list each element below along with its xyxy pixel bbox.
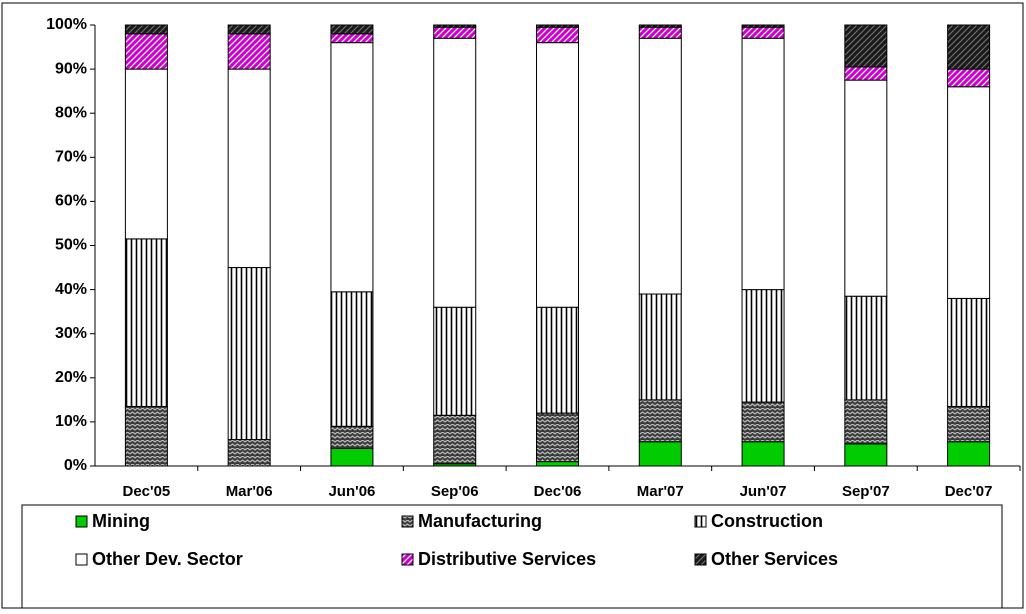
legend-label: Mining — [92, 511, 150, 531]
bar-segment — [638, 37, 682, 295]
y-tick-label: 80% — [55, 104, 87, 121]
bar-segment — [741, 26, 785, 39]
bar-segment — [844, 79, 888, 297]
bar-segment — [638, 441, 682, 467]
bar-segment — [536, 26, 579, 44]
bar-segment — [433, 24, 477, 28]
bar-segment — [330, 24, 374, 35]
bar-segment — [947, 68, 991, 88]
x-tick-label: Jun'07 — [740, 483, 787, 500]
bar-segment — [638, 26, 682, 39]
bar-segment — [536, 412, 579, 463]
bar-segment — [947, 86, 991, 299]
bar-segment — [124, 33, 168, 70]
bar-segment — [844, 66, 888, 81]
legend-box — [21, 504, 1003, 609]
bar-segment — [227, 439, 271, 467]
legend-swatch — [75, 553, 88, 566]
bar-segment — [330, 33, 374, 44]
bar-segment — [330, 425, 374, 449]
x-tick-label: Sep'06 — [431, 483, 479, 500]
legend-swatch — [694, 515, 707, 528]
bar-segment — [536, 461, 579, 467]
bar-segment — [124, 238, 168, 407]
bar-segment — [227, 24, 271, 35]
bar-segment — [741, 37, 785, 291]
legend-swatch — [401, 553, 414, 566]
bar-segment — [227, 68, 271, 269]
y-tick-label: 30% — [55, 325, 87, 342]
legend-label: Other Services — [711, 549, 838, 569]
y-tick-label: 50% — [55, 237, 87, 254]
x-tick-label: Dec'07 — [945, 483, 993, 500]
bar-segment — [227, 33, 271, 70]
bar-segment — [124, 405, 168, 467]
bar-segment — [844, 24, 888, 68]
bar-segment — [638, 399, 682, 443]
legend-label: Other Dev. Sector — [92, 549, 243, 569]
bar-segment — [844, 399, 888, 445]
bar-segment — [947, 24, 991, 70]
legend-swatch — [75, 515, 88, 528]
x-tick-label: Jun'06 — [328, 483, 375, 500]
bar-segment — [741, 441, 785, 467]
x-tick-label: Dec'05 — [122, 483, 170, 500]
bar-segment — [330, 42, 374, 293]
x-tick-label: Dec'06 — [534, 483, 582, 500]
bar-segment — [433, 26, 477, 39]
bar-segment — [536, 42, 579, 308]
x-tick-label: Sep'07 — [842, 483, 890, 500]
legend-label: Manufacturing — [418, 511, 542, 531]
bar-segment — [844, 295, 888, 401]
bar-segment — [433, 414, 477, 465]
bar-segment — [844, 443, 888, 467]
bar-segment — [536, 306, 579, 414]
y-tick-label: 100% — [46, 16, 87, 33]
bar-segment — [638, 24, 682, 28]
bar-segment — [741, 24, 785, 28]
legend-label: Construction — [711, 511, 823, 531]
bar-segment — [741, 401, 785, 443]
bar-segment — [433, 37, 477, 308]
bar-segment — [947, 441, 991, 467]
legend-swatch — [694, 553, 707, 566]
legend-swatch — [401, 515, 414, 528]
y-tick-label: 60% — [55, 193, 87, 210]
bar-segment — [227, 267, 271, 441]
y-tick-label: 40% — [55, 281, 87, 298]
bar-segment — [536, 24, 579, 28]
x-tick-label: Mar'07 — [637, 483, 684, 500]
y-tick-label: 90% — [55, 60, 87, 77]
bar-segment — [124, 24, 168, 35]
bar-segment — [330, 291, 374, 427]
bar-segment — [330, 447, 374, 467]
bar-segment — [638, 293, 682, 401]
bar-segment — [947, 297, 991, 407]
legend-label: Distributive Services — [418, 549, 596, 569]
bar-segment — [741, 289, 785, 403]
y-tick-label: 70% — [55, 149, 87, 166]
bar-segment — [433, 306, 477, 416]
bar-segment — [947, 405, 991, 443]
y-tick-label: 0% — [64, 457, 87, 474]
y-tick-label: 20% — [55, 369, 87, 386]
bar-segment — [124, 68, 168, 240]
x-tick-label: Mar'06 — [226, 483, 273, 500]
y-tick-label: 10% — [55, 413, 87, 430]
